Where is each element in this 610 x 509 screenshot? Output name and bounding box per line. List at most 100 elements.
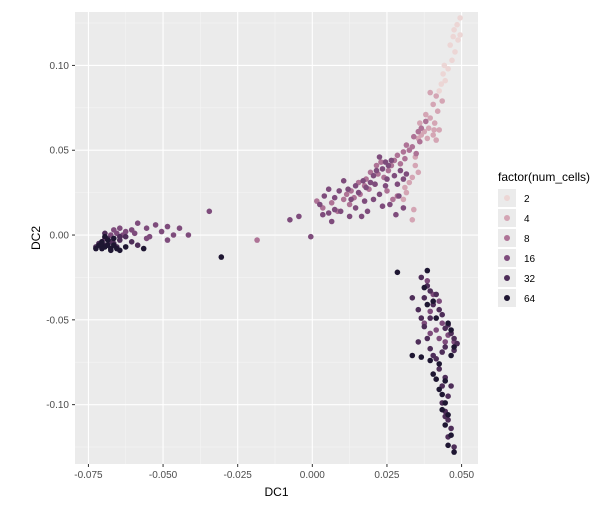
data-point	[412, 162, 419, 169]
data-point	[394, 152, 401, 159]
data-point	[425, 125, 432, 131]
data-point	[111, 235, 117, 242]
x-tick-label: -0.025	[224, 470, 253, 481]
data-point	[391, 172, 398, 179]
data-point	[418, 274, 425, 281]
data-point	[427, 315, 434, 321]
y-tick-label: 0.05	[50, 146, 70, 157]
data-point	[379, 203, 386, 209]
data-point	[415, 128, 422, 135]
data-point	[340, 196, 347, 203]
data-point	[411, 206, 417, 213]
data-point	[352, 183, 359, 189]
data-point	[296, 213, 302, 220]
data-point	[331, 206, 338, 213]
data-point	[433, 376, 440, 383]
data-point	[158, 228, 165, 235]
data-point	[421, 284, 428, 291]
data-point	[427, 89, 434, 96]
data-point	[433, 93, 440, 99]
legend-swatch	[504, 235, 510, 241]
y-tick-label: 0.10	[50, 61, 70, 72]
data-point	[254, 237, 260, 243]
data-point	[439, 406, 446, 413]
data-point	[409, 295, 416, 301]
data-point	[376, 154, 383, 160]
data-point	[417, 138, 423, 145]
legend-swatch	[504, 215, 510, 221]
legend-label: 64	[524, 294, 536, 305]
data-point	[117, 247, 123, 254]
data-point	[415, 339, 422, 345]
data-point	[427, 330, 434, 337]
data-point	[442, 422, 449, 428]
data-point	[388, 157, 395, 164]
data-point	[331, 194, 338, 201]
data-point	[360, 178, 366, 184]
data-point	[436, 366, 443, 372]
y-axis-title: DC2	[29, 226, 43, 250]
legend-label: 16	[524, 254, 536, 265]
data-point	[415, 306, 422, 313]
data-point	[449, 57, 455, 64]
data-point	[403, 189, 410, 196]
x-tick-label: -0.075	[74, 470, 103, 481]
data-point	[390, 196, 396, 203]
data-point	[448, 383, 454, 389]
data-point	[346, 213, 353, 220]
data-point	[379, 166, 386, 172]
data-point	[402, 184, 408, 191]
legend-label: 4	[524, 214, 530, 225]
data-point	[400, 149, 407, 155]
data-point	[427, 308, 434, 315]
data-point	[442, 400, 449, 406]
data-point	[345, 186, 351, 192]
data-point	[348, 196, 354, 203]
plot-panel	[75, 12, 478, 464]
y-tick-label: -0.10	[46, 400, 69, 411]
data-point	[451, 444, 457, 450]
data-point	[117, 233, 123, 240]
data-point	[370, 172, 377, 179]
y-tick-label: -0.05	[46, 315, 69, 326]
data-point	[442, 344, 449, 350]
data-point	[321, 193, 328, 199]
data-point	[427, 288, 434, 294]
data-point	[397, 161, 404, 167]
data-point	[111, 227, 117, 233]
data-point	[402, 155, 408, 162]
data-point	[424, 267, 431, 274]
data-point	[442, 378, 449, 384]
legend: factor(num_cells) 2 4 8 16 32 64	[498, 170, 590, 307]
data-point	[451, 449, 457, 455]
data-point	[152, 222, 159, 228]
data-point	[382, 159, 389, 165]
data-point	[409, 174, 416, 181]
data-point	[317, 201, 323, 208]
data-point	[436, 361, 443, 367]
data-point	[433, 291, 440, 298]
data-point	[431, 120, 438, 126]
data-point	[400, 196, 407, 203]
data-point	[361, 198, 368, 204]
data-point	[439, 391, 446, 398]
data-point	[343, 191, 350, 198]
data-point	[454, 21, 460, 28]
data-point	[436, 127, 443, 133]
data-point	[455, 37, 461, 43]
data-point	[436, 298, 443, 305]
data-point	[372, 181, 378, 187]
data-point	[451, 335, 457, 342]
x-tick-label: -0.050	[149, 470, 178, 481]
data-point	[352, 205, 359, 211]
data-point	[403, 142, 410, 148]
data-point	[140, 245, 147, 252]
data-point	[185, 232, 192, 238]
y-tick-label: 0.00	[50, 231, 70, 242]
data-point	[433, 137, 440, 143]
data-point	[378, 159, 384, 165]
data-point	[400, 176, 407, 182]
x-tick-label: 0.000	[300, 470, 325, 481]
data-point	[134, 220, 141, 226]
data-point	[448, 327, 454, 333]
